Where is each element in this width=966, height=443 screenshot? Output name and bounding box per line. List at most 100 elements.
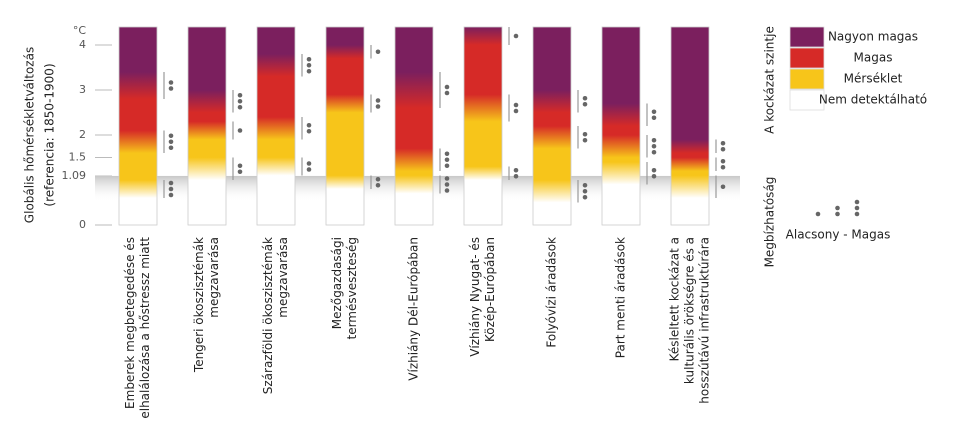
category-label: megzavarása [207,237,221,318]
confidence-dot [444,188,450,193]
category-label: elhalálozása a hőstressz miatt [138,237,152,419]
legend-label: Nagyon magas [828,30,918,44]
confidence-dot [513,33,519,39]
confidence-dot [168,180,174,186]
confidence-dot [720,146,726,152]
y-tick-label: 4 [79,38,86,51]
ember-bar [325,26,365,226]
confidence-dot [168,145,174,151]
confidence-dot [651,137,657,143]
category-label: Tengeri ökoszisztémák [192,237,206,373]
legend-dot [835,211,840,217]
confidence-dot [375,49,381,55]
ember-bar [256,26,296,226]
confidence-dot [651,143,657,149]
confidence-dot [582,188,588,194]
confidence-dot [375,104,381,109]
confidence-dot [513,167,519,173]
confidence-dot [444,84,450,90]
y-tick-label: 2 [79,128,86,141]
confidence-dot [168,186,174,192]
category-label: Folyóvízi áradások [545,237,559,348]
y-tick-label: 1.09 [62,169,87,182]
y-unit: °C [73,24,87,37]
confidence-dot [444,90,450,96]
y-tick-label: 1.5 [69,151,87,164]
category-label: hosszútávú infrastruktúrára [698,237,712,404]
category-label: Közép-Európában [483,237,497,342]
confidence-dot [375,176,381,182]
ember-bar [532,26,572,226]
ember-bar [601,26,641,226]
category-label: Emberek megbetegedése és [123,237,137,409]
confidence-dot [720,164,726,170]
legend-title: A kockázat szintje [763,26,777,134]
confidence-dot [444,157,450,163]
confidence-dot [651,115,657,121]
category-label: Mezőgazdasági [330,237,344,329]
confidence-dot [651,109,657,115]
ember-bar [670,26,710,226]
confidence-dot [375,182,381,188]
legend-label: Nem detektálható [819,93,927,107]
y-label: (referencia: 1850-1900) [43,63,57,206]
category-label: Szárazföldi ökoszisztémák [261,237,275,394]
confidence-dot [444,176,450,181]
confidence-dot [582,194,588,200]
confidence-dot [306,56,312,62]
confidence-dot [237,128,243,133]
y-tick-label: 0 [79,218,86,231]
confidence-dot [306,167,312,172]
legend-swatch [789,89,825,111]
legend-dot [854,211,860,217]
confidence-dot [444,163,450,169]
confidence-dot [237,104,243,110]
confidence-dot [237,163,243,169]
category-label: termésveszteség [345,237,359,340]
legend-label: Mérséklet [844,72,903,86]
y-tick-label: 3 [79,83,86,96]
confidence-dot [306,161,312,166]
confidence-dot [513,173,519,179]
legend-dot [854,199,860,205]
confidence-title: Megbízhatóság [763,177,777,268]
category-label: Késleltett kockázat a [668,237,682,361]
ember-bar [463,26,503,226]
confidence-dot [168,192,174,198]
confidence-dot [306,68,312,74]
confidence-dot [513,108,519,114]
ember-bar [394,26,434,226]
legend-dot [854,205,860,211]
ember-bar [187,26,227,226]
legend-label: Magas [854,51,893,65]
category-label: Vízhiány Dél-Európában [407,237,421,381]
legend-swatch [789,47,825,69]
confidence-dot [444,182,450,187]
confidence-dot [168,139,174,145]
confidence-label: Alacsony - Magas [786,228,891,242]
confidence-dot [375,98,381,103]
confidence-dot [582,95,588,101]
confidence-dot [513,102,519,108]
legend-swatch [789,26,825,48]
category-label: Part menti áradások [614,237,628,358]
legend-swatch [789,68,825,90]
confidence-dot [582,182,588,188]
confidence-dot [582,137,588,143]
confidence-dot [306,122,312,128]
confidence-dot [168,86,174,91]
confidence-dot [720,184,726,190]
confidence-dot [237,169,243,175]
legend-dot [835,205,840,211]
confidence-dot [582,131,588,137]
category-label: kulturális örökségre és a [683,237,697,384]
confidence-dot [444,151,450,157]
confidence-dot [168,133,174,139]
confidence-dot [651,167,657,173]
confidence-dot [306,62,312,68]
confidence-dot [651,149,657,155]
category-label: megzavarása [276,237,290,318]
legend-dot [815,211,821,217]
confidence-dot [168,80,174,85]
